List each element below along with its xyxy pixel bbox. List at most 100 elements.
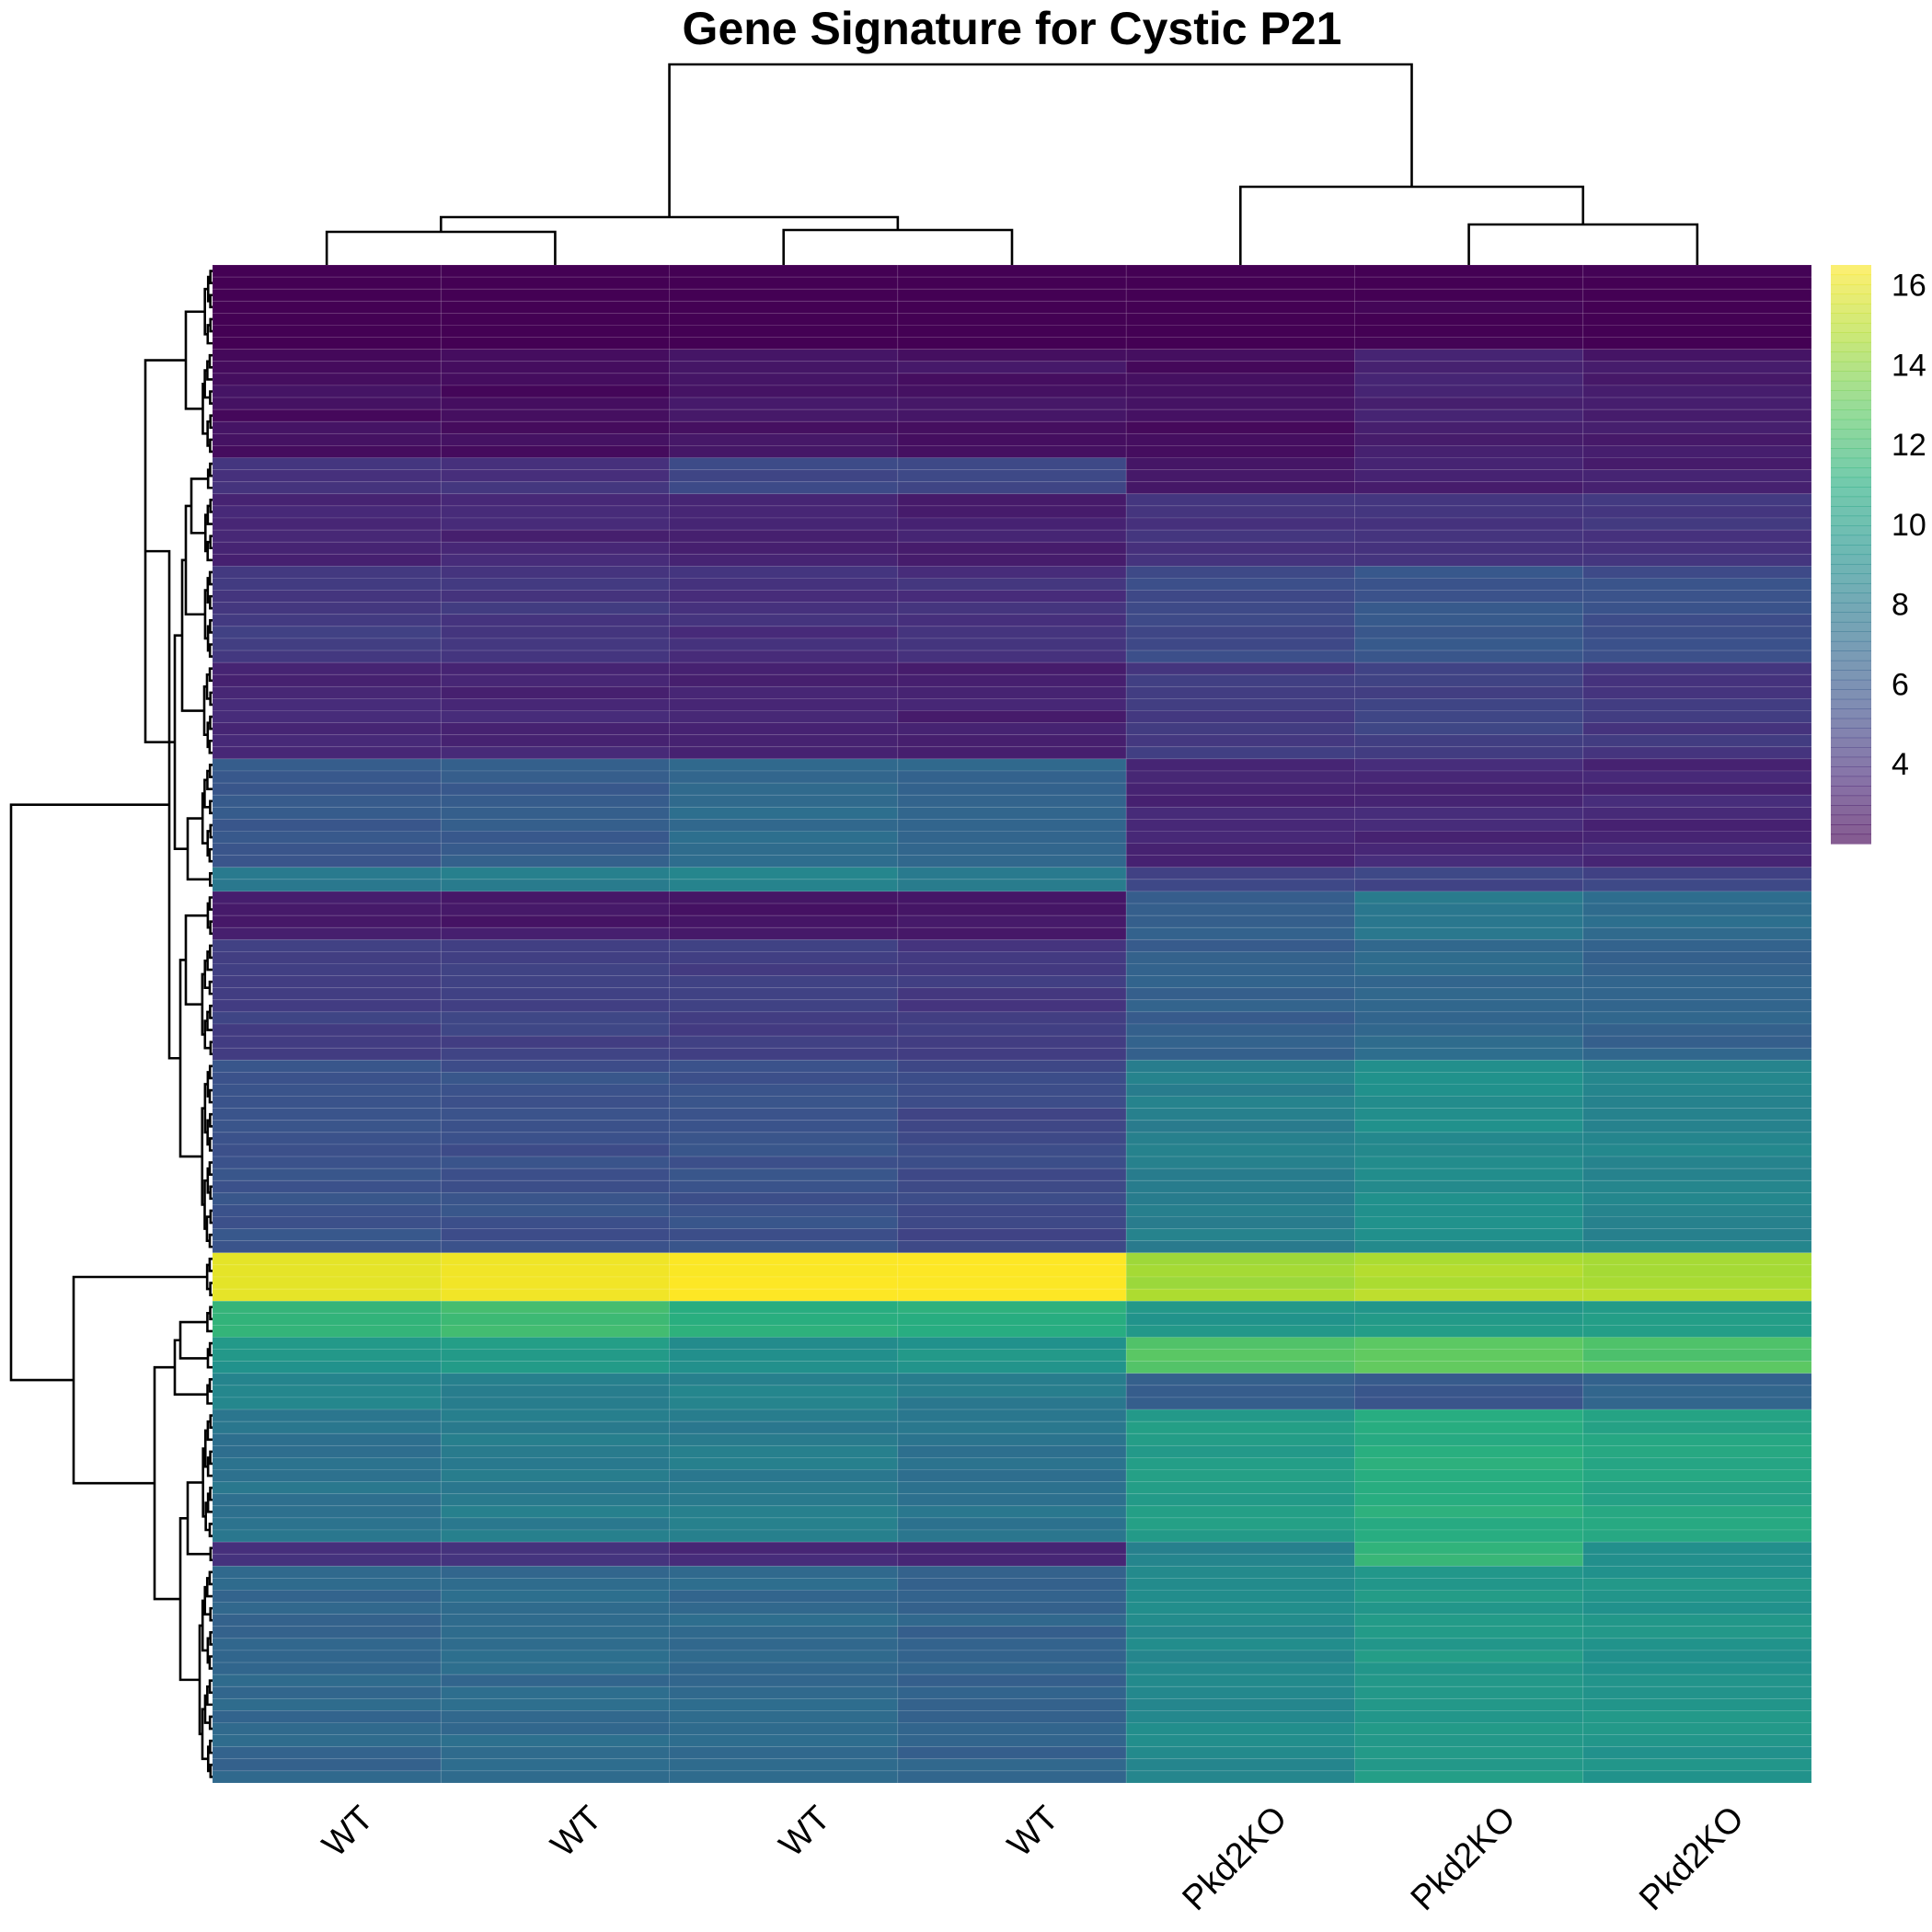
heatmap-cell bbox=[1125, 1493, 1355, 1507]
heatmap-cell bbox=[1125, 1324, 1355, 1338]
heatmap-cell bbox=[669, 1432, 899, 1446]
heatmap-cell bbox=[897, 420, 1127, 434]
heatmap-cell bbox=[1582, 1047, 1812, 1061]
heatmap-cell bbox=[1354, 1023, 1584, 1037]
heatmap-cell bbox=[897, 987, 1127, 1001]
row-dendrogram-branch bbox=[204, 1501, 210, 1532]
heatmap-cell bbox=[212, 1662, 442, 1675]
heatmap-cell bbox=[212, 1059, 442, 1073]
heatmap-cell bbox=[1582, 1734, 1812, 1748]
legend-color-step bbox=[1831, 776, 1871, 787]
heatmap-cell bbox=[1354, 722, 1584, 736]
row-dendrogram-branch bbox=[209, 1547, 213, 1562]
legend-tick-label: 16 bbox=[1892, 269, 1926, 304]
legend-color-step bbox=[1831, 477, 1871, 488]
heatmap-cell bbox=[1125, 1590, 1355, 1603]
heatmap-cell bbox=[440, 481, 670, 495]
heatmap-cell bbox=[1354, 1493, 1584, 1507]
heatmap-cell bbox=[212, 879, 442, 892]
heatmap-cell bbox=[669, 590, 899, 604]
row-dendrogram-branch bbox=[208, 667, 213, 683]
legend-tick-label: 14 bbox=[1892, 348, 1926, 383]
heatmap-cell bbox=[1582, 1529, 1812, 1543]
heatmap-cell bbox=[212, 1638, 442, 1651]
heatmap-cell bbox=[1582, 1420, 1812, 1434]
heatmap-cell bbox=[1582, 698, 1812, 711]
heatmap-cell bbox=[897, 1108, 1127, 1121]
heatmap-cell bbox=[1125, 1685, 1355, 1699]
heatmap-cell bbox=[669, 1770, 899, 1784]
heatmap-cell bbox=[212, 1144, 442, 1157]
heatmap-cell bbox=[212, 1179, 442, 1193]
heatmap-cell bbox=[897, 903, 1127, 916]
heatmap-cell bbox=[440, 1541, 670, 1555]
heatmap-cell bbox=[897, 685, 1127, 699]
legend-color-step bbox=[1831, 361, 1871, 372]
heatmap-cell bbox=[897, 1662, 1127, 1675]
heatmap-cell bbox=[897, 1216, 1127, 1230]
heatmap-cell bbox=[1354, 1409, 1584, 1422]
heatmap-cell bbox=[897, 1758, 1127, 1772]
heatmap-cell bbox=[440, 565, 670, 579]
heatmap-cell bbox=[1582, 1517, 1812, 1531]
heatmap-cell bbox=[1354, 1673, 1584, 1687]
heatmap-cell bbox=[440, 818, 670, 832]
heatmap-cell bbox=[212, 770, 442, 784]
heatmap-cell bbox=[1125, 879, 1355, 892]
row-dendrogram-branch bbox=[205, 673, 211, 700]
heatmap-cell bbox=[440, 722, 670, 736]
heatmap-cell bbox=[1125, 1252, 1355, 1266]
heatmap-cell bbox=[1125, 590, 1355, 604]
heatmap-cell bbox=[1582, 806, 1812, 820]
column-dendrogram-branch bbox=[325, 230, 557, 265]
heatmap-cell bbox=[897, 1191, 1127, 1205]
legend-color-step bbox=[1831, 573, 1871, 584]
heatmap-cell bbox=[669, 1023, 899, 1037]
heatmap-cell bbox=[1582, 1710, 1812, 1723]
heatmap-cell bbox=[212, 1565, 442, 1579]
heatmap-cell bbox=[212, 1312, 442, 1326]
row-dendrogram-branch bbox=[201, 792, 208, 845]
heatmap-cell bbox=[212, 1096, 442, 1110]
heatmap-cell bbox=[897, 1373, 1127, 1386]
row-dendrogram-branch bbox=[209, 944, 213, 960]
heatmap-cell bbox=[669, 1373, 899, 1386]
column-label: Pkd2KO bbox=[1404, 1799, 1524, 1918]
heatmap-cell bbox=[212, 1577, 442, 1591]
heatmap-cell bbox=[1582, 891, 1812, 904]
heatmap-cell bbox=[440, 987, 670, 1001]
row-dendrogram-branch bbox=[209, 872, 213, 887]
heatmap-cell bbox=[1354, 1614, 1584, 1627]
heatmap-cell bbox=[1582, 276, 1812, 290]
legend-color-step bbox=[1831, 679, 1871, 690]
heatmap-cell bbox=[897, 1276, 1127, 1290]
heatmap-cell bbox=[669, 794, 899, 808]
heatmap-cell bbox=[1354, 1361, 1584, 1374]
heatmap-cell bbox=[1582, 337, 1812, 351]
heatmap-cell bbox=[440, 879, 670, 892]
row-dendrogram-branch bbox=[184, 504, 205, 616]
heatmap-cell bbox=[212, 432, 442, 446]
heatmap-cell bbox=[1354, 373, 1584, 386]
heatmap-cell bbox=[1582, 1096, 1812, 1110]
heatmap-cell bbox=[1125, 1156, 1355, 1169]
legend-color-step bbox=[1831, 380, 1871, 391]
heatmap-cell bbox=[440, 1035, 670, 1049]
heatmap-cell bbox=[1354, 312, 1584, 326]
heatmap-cell bbox=[1582, 734, 1812, 748]
heatmap-cell bbox=[212, 843, 442, 857]
heatmap-cell bbox=[212, 1590, 442, 1603]
legend-color-step bbox=[1831, 448, 1871, 459]
row-dendrogram-branch bbox=[209, 715, 213, 730]
column-dendrogram-branch bbox=[1467, 223, 1699, 265]
heatmap-cell bbox=[212, 1614, 442, 1627]
heatmap-cell bbox=[1125, 469, 1355, 483]
row-dendrogram-branch bbox=[208, 1088, 213, 1104]
heatmap-cell bbox=[440, 782, 670, 796]
row-dendrogram-branch bbox=[153, 1365, 180, 1601]
heatmap-cell bbox=[212, 553, 442, 567]
heatmap-cell bbox=[897, 879, 1127, 892]
heatmap-cell bbox=[669, 1493, 899, 1507]
heatmap-cell bbox=[1582, 1758, 1812, 1772]
legend-color-step bbox=[1831, 496, 1871, 507]
